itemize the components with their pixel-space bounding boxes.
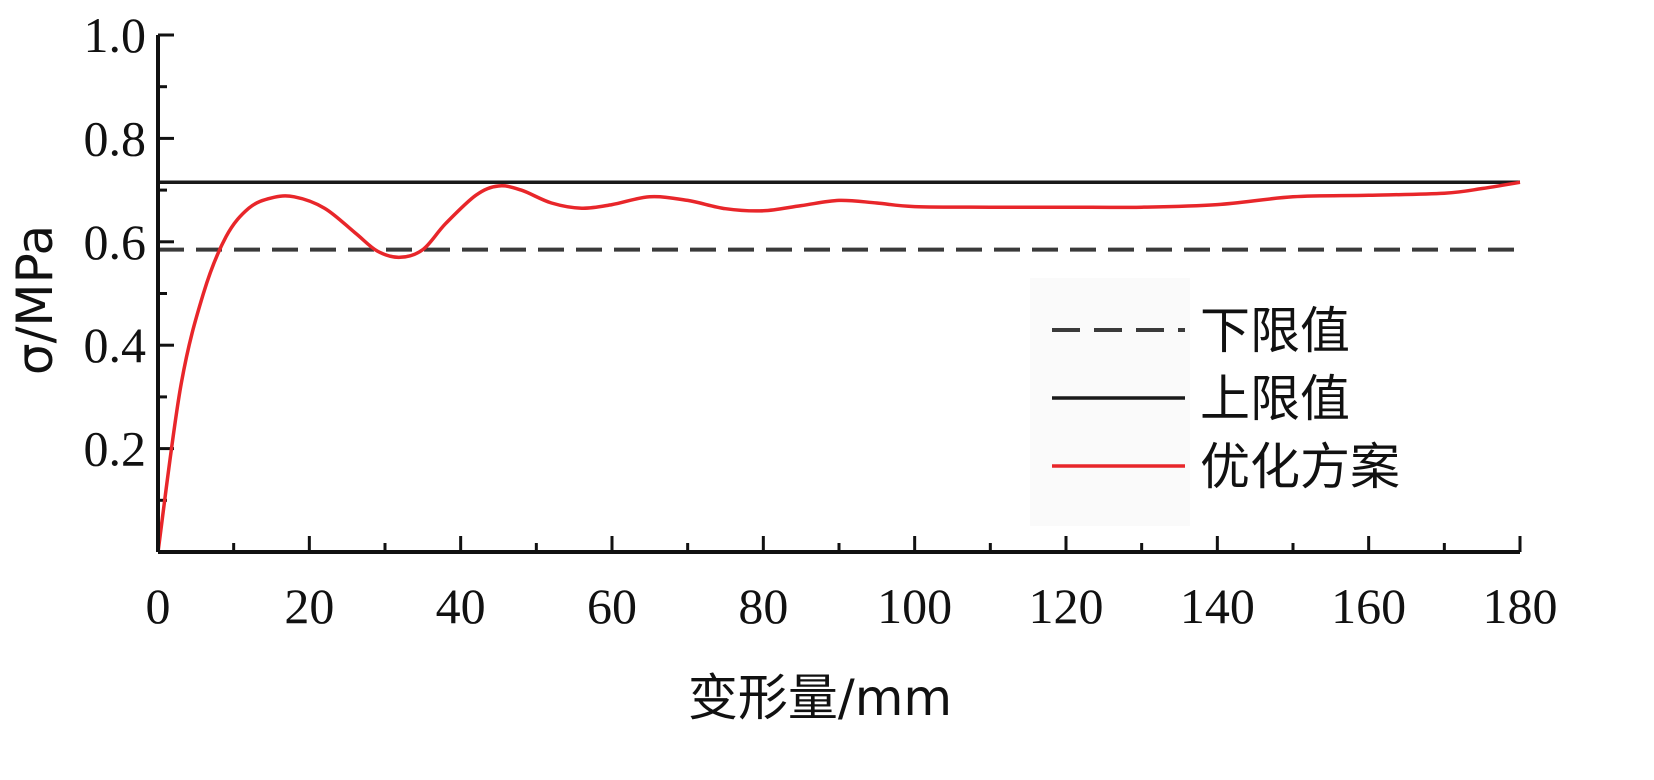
tick-labels-layer: 0 20 40 60 80 100 120 140 160 180 0.2 0.4 0.6 0.8 1.0 xyxy=(84,7,1558,634)
y-axis-title: σ/MPa xyxy=(6,225,64,375)
y-tick-label: 0.2 xyxy=(84,421,147,477)
legend-box xyxy=(1030,278,1190,526)
legend-label: 上限值 xyxy=(1200,370,1350,428)
x-tick-label: 20 xyxy=(284,578,334,634)
legend-label: 优化方案 xyxy=(1200,438,1400,496)
y-tick-label: 0.8 xyxy=(84,110,147,166)
series-layer xyxy=(156,180,1521,553)
x-tick-label: 40 xyxy=(436,578,486,634)
y-tick-label: 1.0 xyxy=(84,7,147,63)
x-tick-label: 160 xyxy=(1331,578,1406,634)
x-tick-label: 180 xyxy=(1483,578,1558,634)
axes-layer xyxy=(156,35,1520,554)
x-tick-label: 80 xyxy=(738,578,788,634)
y-tick-label: 0.4 xyxy=(84,317,147,373)
x-tick-label: 120 xyxy=(1029,578,1104,634)
x-tick-label: 60 xyxy=(587,578,637,634)
legend-label: 下限值 xyxy=(1200,302,1350,360)
x-axis-title: 变形量/mm xyxy=(688,669,952,727)
y-tick-label: 0.6 xyxy=(84,214,147,270)
x-tick-label: 0 xyxy=(146,578,171,634)
x-tick-label: 140 xyxy=(1180,578,1255,634)
x-tick-label: 100 xyxy=(877,578,952,634)
series-line-2 xyxy=(156,180,1521,553)
